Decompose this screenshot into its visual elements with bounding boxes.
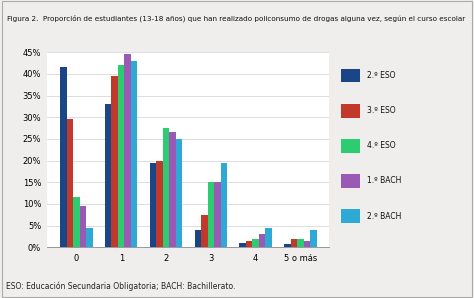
Bar: [131, 61, 137, 247]
Bar: [340, 104, 360, 117]
Bar: [284, 244, 291, 247]
Text: 2.º ESO: 2.º ESO: [367, 71, 396, 80]
Bar: [163, 128, 169, 247]
Bar: [105, 104, 111, 247]
Bar: [239, 243, 246, 247]
Bar: [214, 182, 220, 247]
Bar: [125, 54, 131, 247]
Bar: [176, 139, 182, 247]
Bar: [310, 230, 317, 247]
Bar: [220, 163, 227, 247]
Bar: [150, 163, 156, 247]
Text: ESO: Educación Secundaria Obligatoria; BACH: Bachillerato.: ESO: Educación Secundaria Obligatoria; B…: [6, 281, 235, 291]
Bar: [340, 69, 360, 83]
Text: Figura 2.  Proporción de estudiantes (13-18 años) que han realizado policonsumo : Figura 2. Proporción de estudiantes (13-…: [7, 15, 465, 22]
Bar: [169, 132, 176, 247]
Bar: [60, 67, 67, 247]
Bar: [252, 239, 259, 247]
Bar: [80, 206, 86, 247]
Bar: [246, 241, 252, 247]
Text: 2.º BACH: 2.º BACH: [367, 212, 401, 221]
Bar: [111, 76, 118, 247]
Text: 1.º BACH: 1.º BACH: [367, 176, 401, 185]
Bar: [340, 139, 360, 153]
Bar: [259, 234, 265, 247]
Bar: [265, 228, 272, 247]
Bar: [291, 239, 297, 247]
Bar: [340, 209, 360, 223]
Bar: [201, 215, 208, 247]
Bar: [73, 198, 80, 247]
Text: 3.º ESO: 3.º ESO: [367, 106, 396, 115]
Text: 4.º ESO: 4.º ESO: [367, 141, 396, 150]
Bar: [304, 241, 310, 247]
Bar: [156, 161, 163, 247]
Bar: [118, 65, 125, 247]
Bar: [194, 230, 201, 247]
Bar: [208, 182, 214, 247]
Bar: [340, 174, 360, 188]
Bar: [297, 239, 304, 247]
Bar: [86, 228, 93, 247]
Bar: [67, 119, 73, 247]
